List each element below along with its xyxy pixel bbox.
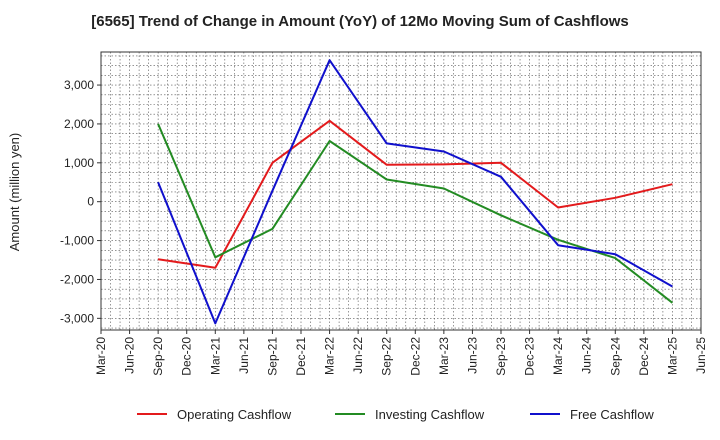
y-tick-label: -2,000	[60, 272, 94, 286]
y-tick-label: 1,000	[64, 156, 94, 170]
x-tick-label: Mar-21	[208, 337, 222, 375]
x-tick-label: Jun-21	[237, 337, 251, 374]
y-tick-label: 2,000	[64, 117, 94, 131]
y-tick-label: -3,000	[60, 311, 94, 325]
x-tick-label: Jun-23	[465, 337, 479, 374]
plot-background	[101, 52, 701, 330]
x-tick-label: Mar-20	[94, 337, 108, 375]
series-line-free-cashflow	[157, 59, 673, 325]
y-tick-label: 0	[87, 195, 94, 209]
x-tick-label: Dec-24	[637, 337, 651, 376]
x-tick-label: Sep-22	[380, 337, 394, 376]
y-tick-label: 3,000	[64, 78, 94, 92]
x-tick-label: Dec-23	[523, 337, 537, 376]
series-lines	[157, 59, 674, 325]
x-tick-label: Dec-21	[294, 337, 308, 376]
x-tick-label: Mar-22	[323, 337, 337, 375]
gridlines	[100, 52, 702, 330]
x-tick-label: Sep-20	[151, 337, 165, 376]
x-tick-label: Dec-22	[408, 337, 422, 376]
legend-label-operating-cashflow: Operating Cashflow	[177, 407, 292, 422]
x-tick-label: Dec-20	[180, 337, 194, 376]
x-tick-label: Jun-20	[123, 337, 137, 374]
legend: Operating Cashflow Investing Cashflow Free…	[137, 407, 654, 422]
series-line-operating-cashflow	[157, 119, 673, 269]
x-tick-label: Mar-25	[665, 337, 679, 375]
x-tick-label: Jun-22	[351, 337, 365, 374]
axes: 3,000 2,000 1,000 0 -1,000 -2,000 -3,000Mar-20…	[60, 51, 708, 376]
y-tick-label: -1,000	[60, 234, 94, 248]
x-tick-label: Mar-23	[437, 337, 451, 375]
x-tick-label: Sep-24	[608, 337, 622, 376]
x-tick-label: Jun-25	[694, 337, 708, 374]
plot-frame-fill	[101, 52, 701, 330]
legend-label-investing-cashflow: Investing Cashflow	[375, 407, 485, 422]
x-tick-label: Sep-23	[494, 337, 508, 376]
x-tick-label: Sep-21	[265, 337, 279, 376]
y-axis-label: Amount (million yen)	[7, 133, 22, 252]
chart-title: [6565] Trend of Change in Amount (YoY) o…	[91, 13, 629, 30]
plot-border	[100, 51, 702, 331]
x-tick-label: Mar-24	[551, 337, 565, 375]
x-tick-label: Jun-24	[580, 337, 594, 374]
legend-label-free-cashflow: Free Cashflow	[570, 407, 654, 422]
